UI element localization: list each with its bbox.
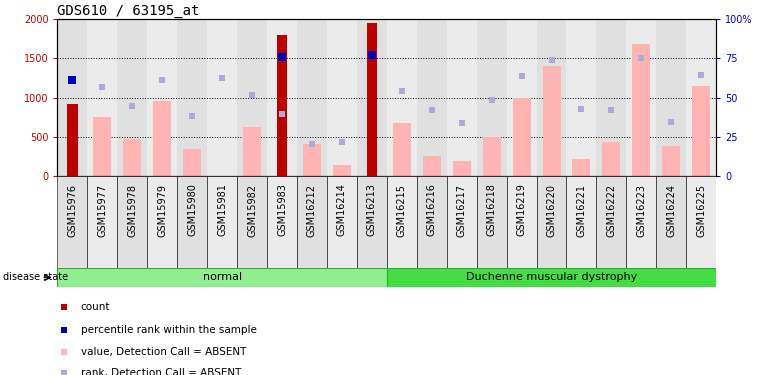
Text: GSM15982: GSM15982 (247, 184, 257, 237)
Text: GSM16219: GSM16219 (516, 184, 526, 237)
Bar (663, 146, 680, 176)
Bar (237, 176, 267, 268)
Bar (57, 176, 87, 268)
Text: GSM15976: GSM15976 (67, 184, 77, 237)
Text: GSM15980: GSM15980 (187, 184, 197, 237)
Bar (627, 19, 656, 176)
Bar (536, 19, 567, 176)
Bar (656, 176, 686, 268)
Bar (177, 176, 207, 268)
Bar (57, 268, 387, 287)
Bar (183, 150, 201, 176)
Bar (177, 19, 207, 176)
Bar (447, 176, 476, 268)
Bar (357, 19, 387, 176)
Bar (597, 19, 627, 176)
Bar (117, 176, 147, 268)
Text: Duchenne muscular dystrophy: Duchenne muscular dystrophy (466, 273, 637, 282)
Text: GSM16218: GSM16218 (486, 184, 496, 237)
Bar (123, 139, 141, 176)
Bar (506, 19, 536, 176)
Bar (277, 34, 287, 176)
Bar (243, 127, 261, 176)
Text: rank, Detection Call = ABSENT: rank, Detection Call = ABSENT (80, 368, 241, 375)
Text: value, Detection Call = ABSENT: value, Detection Call = ABSENT (80, 347, 246, 357)
Text: GSM16222: GSM16222 (607, 184, 617, 237)
Bar (476, 176, 506, 268)
Text: GDS610 / 63195_at: GDS610 / 63195_at (57, 4, 200, 18)
Text: normal: normal (202, 273, 242, 282)
Bar (417, 19, 447, 176)
Text: GSM16215: GSM16215 (397, 184, 407, 237)
Text: GSM16217: GSM16217 (457, 184, 466, 237)
Bar (476, 19, 506, 176)
Text: GSM16212: GSM16212 (307, 184, 317, 237)
Bar (327, 19, 357, 176)
Text: GSM15981: GSM15981 (217, 184, 228, 237)
Bar (656, 19, 686, 176)
Bar (627, 176, 656, 268)
Text: GSM15979: GSM15979 (157, 184, 167, 237)
Bar (447, 19, 476, 176)
Bar (327, 176, 357, 268)
Bar (387, 19, 417, 176)
Bar (207, 176, 237, 268)
Text: GSM15977: GSM15977 (97, 184, 107, 237)
Bar (67, 104, 77, 176)
Bar (686, 176, 716, 268)
Bar (597, 176, 627, 268)
Bar (87, 19, 117, 176)
Bar (602, 142, 620, 176)
Text: GSM15978: GSM15978 (127, 184, 137, 237)
Bar (423, 156, 440, 176)
Text: GSM16214: GSM16214 (337, 184, 347, 237)
Bar (567, 19, 597, 176)
Bar (393, 123, 411, 176)
Bar (357, 176, 387, 268)
Text: percentile rank within the sample: percentile rank within the sample (80, 325, 257, 334)
Bar (237, 19, 267, 176)
Bar (417, 176, 447, 268)
Bar (297, 176, 327, 268)
Text: GSM16216: GSM16216 (427, 184, 437, 237)
Bar (297, 19, 327, 176)
Text: GSM16213: GSM16213 (367, 184, 377, 237)
Bar (57, 19, 87, 176)
Bar (207, 19, 237, 176)
Bar (512, 98, 531, 176)
Text: GSM16223: GSM16223 (637, 184, 647, 237)
Bar (267, 19, 297, 176)
Bar (387, 268, 716, 287)
Bar (267, 176, 297, 268)
Bar (387, 176, 417, 268)
Bar (536, 176, 567, 268)
Bar (542, 66, 561, 176)
Text: GSM16224: GSM16224 (666, 184, 676, 237)
Bar (147, 19, 177, 176)
Bar (93, 117, 111, 176)
Bar (686, 19, 716, 176)
Text: GSM16221: GSM16221 (577, 184, 587, 237)
Text: disease state: disease state (3, 272, 68, 282)
Bar (567, 176, 597, 268)
Bar (692, 87, 710, 176)
Text: GSM15983: GSM15983 (277, 184, 287, 237)
Text: GSM16220: GSM16220 (546, 184, 557, 237)
Bar (333, 165, 351, 176)
Bar (303, 144, 321, 176)
Bar (572, 159, 591, 176)
Text: GSM16225: GSM16225 (696, 184, 706, 237)
Bar (633, 44, 650, 176)
Bar (367, 24, 377, 176)
Bar (87, 176, 117, 268)
Bar (147, 176, 177, 268)
Text: count: count (80, 302, 110, 312)
Bar (483, 137, 501, 176)
Bar (117, 19, 147, 176)
Bar (506, 176, 536, 268)
Bar (453, 161, 470, 176)
Bar (153, 100, 172, 176)
